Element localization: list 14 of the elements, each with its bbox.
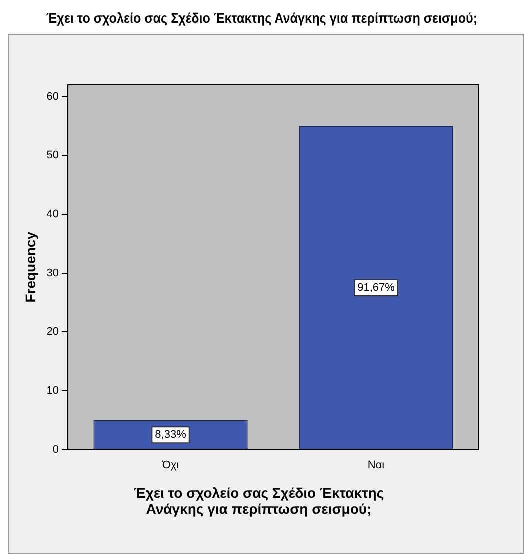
y-tick-label: 40: [46, 208, 60, 220]
x-tick-label: Ναι: [368, 459, 386, 472]
y-tick-label: 20: [46, 326, 60, 338]
x-axis-title: Έχει το σχολείο σας Σχέδιο Έκτακτης Ανάγκης για περίπτωση σεισμού;: [132, 485, 386, 517]
chart-title: Έχει το σχολείο σας Σχέδιο Έκτακτης Ανάγκης για περίπτωση σεισμού;: [45, 10, 479, 26]
y-axis-title: Frequency: [22, 232, 38, 303]
y-tick-label: 10: [46, 384, 60, 397]
annotation: 8,33%: [155, 429, 187, 442]
y-tick-label: 0: [52, 444, 60, 456]
y-tick-label: 60: [46, 90, 60, 103]
x-tick-label: Όχι: [161, 459, 180, 472]
y-tick-label: 50: [46, 150, 60, 162]
y-tick-label: 30: [46, 267, 60, 280]
annotation: 91,67%: [358, 282, 396, 294]
